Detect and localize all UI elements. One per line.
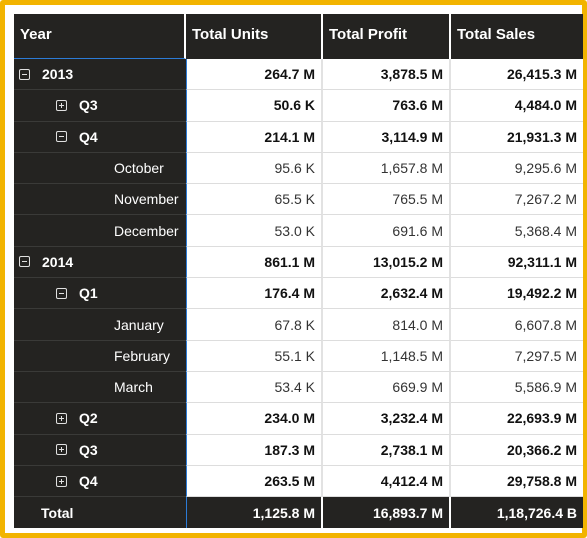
total-profit: 16,893.7 M bbox=[323, 497, 451, 529]
cell-total-sales: 5,368.4 M bbox=[451, 215, 583, 247]
row-header-2014-q1[interactable]: Q1 bbox=[14, 278, 186, 310]
expand-icon[interactable] bbox=[56, 444, 67, 456]
cell-total-units: 234.0 M bbox=[186, 403, 323, 435]
cell-total-profit: 3,114.9 M bbox=[323, 121, 451, 153]
column-header-total-profit[interactable]: Total Profit bbox=[323, 14, 451, 59]
table-row: 2013 264.7 M 3,878.5 M 26,415.3 M bbox=[14, 59, 583, 91]
cell-total-sales: 4,484.0 M bbox=[451, 90, 583, 122]
table-row: January 67.8 K 814.0 M 6,607.8 M bbox=[14, 309, 583, 341]
table-row: 2014 861.1 M 13,015.2 M 92,311.1 M bbox=[14, 246, 583, 279]
table-row: November 65.5 K 765.5 M 7,267.2 M bbox=[14, 184, 583, 216]
cell-total-sales: 22,693.9 M bbox=[451, 403, 583, 435]
row-header-2014-q2[interactable]: Q2 bbox=[14, 403, 186, 435]
header-row: Year Total Units Total Profit Total Sale… bbox=[14, 14, 583, 59]
cell-total-units: 214.1 M bbox=[186, 121, 323, 153]
cell-total-profit: 3,232.4 M bbox=[323, 403, 451, 435]
cell-total-profit: 1,657.8 M bbox=[323, 152, 451, 185]
cell-total-sales: 20,366.2 M bbox=[451, 434, 583, 466]
row-header-october[interactable]: October bbox=[14, 152, 186, 185]
table-row: Q3 50.6 K 763.6 M 4,484.0 M bbox=[14, 90, 583, 122]
table-row: Q4 214.1 M 3,114.9 M 21,931.3 M bbox=[14, 121, 583, 153]
row-label: Q2 bbox=[79, 410, 98, 427]
row-label: Q1 bbox=[79, 285, 98, 302]
cell-total-sales: 6,607.8 M bbox=[451, 309, 583, 341]
table-row: Q2 234.0 M 3,232.4 M 22,693.9 M bbox=[14, 403, 583, 435]
row-header-2014-q3[interactable]: Q3 bbox=[14, 434, 186, 466]
table-row: Q1 176.4 M 2,632.4 M 19,492.2 M bbox=[14, 278, 583, 310]
cell-total-sales: 26,415.3 M bbox=[451, 59, 583, 91]
cell-total-units: 187.3 M bbox=[186, 434, 323, 466]
row-header-2013-q4[interactable]: Q4 bbox=[14, 121, 186, 153]
total-label: Total bbox=[14, 497, 186, 529]
matrix-table: Year Total Units Total Profit Total Sale… bbox=[14, 14, 583, 529]
row-header-january[interactable]: January bbox=[14, 309, 186, 341]
column-header-total-sales[interactable]: Total Sales bbox=[451, 14, 583, 59]
cell-total-sales: 21,931.3 M bbox=[451, 121, 583, 153]
cell-total-sales: 7,267.2 M bbox=[451, 184, 583, 216]
cell-total-profit: 1,148.5 M bbox=[323, 340, 451, 372]
column-header-total-units[interactable]: Total Units bbox=[186, 14, 323, 59]
cell-total-sales: 19,492.2 M bbox=[451, 278, 583, 310]
table-row: Q3 187.3 M 2,738.1 M 20,366.2 M bbox=[14, 434, 583, 466]
row-label: 2013 bbox=[42, 66, 74, 83]
cell-total-profit: 763.6 M bbox=[323, 90, 451, 122]
row-header-november[interactable]: November bbox=[14, 184, 186, 216]
cell-total-units: 67.8 K bbox=[186, 309, 323, 341]
cell-total-profit: 814.0 M bbox=[323, 309, 451, 341]
row-header-2013-q3[interactable]: Q3 bbox=[14, 90, 186, 122]
table-row: March 53.4 K 669.9 M 5,586.9 M bbox=[14, 371, 583, 404]
cell-total-units: 264.7 M bbox=[186, 59, 323, 91]
total-units: 1,125.8 M bbox=[186, 497, 323, 529]
cell-total-units: 50.6 K bbox=[186, 90, 323, 122]
table-row: February 55.1 K 1,148.5 M 7,297.5 M bbox=[14, 340, 583, 372]
row-header-december[interactable]: December bbox=[14, 215, 186, 247]
cell-total-units: 861.1 M bbox=[186, 246, 323, 279]
row-header-2013[interactable]: 2013 bbox=[14, 59, 186, 91]
cell-total-units: 176.4 M bbox=[186, 278, 323, 310]
cell-total-profit: 13,015.2 M bbox=[323, 246, 451, 279]
total-sales: 1,18,726.4 B bbox=[451, 497, 583, 529]
cell-total-profit: 669.9 M bbox=[323, 371, 451, 404]
cell-total-units: 95.6 K bbox=[186, 152, 323, 185]
collapse-icon[interactable] bbox=[56, 287, 67, 299]
table-row: October 95.6 K 1,657.8 M 9,295.6 M bbox=[14, 152, 583, 185]
row-label: Q4 bbox=[79, 128, 98, 145]
table-row: Q4 263.5 M 4,412.4 M 29,758.8 M bbox=[14, 465, 583, 498]
cell-total-sales: 7,297.5 M bbox=[451, 340, 583, 372]
expand-icon[interactable] bbox=[56, 99, 67, 111]
row-label: Q3 bbox=[79, 441, 98, 458]
cell-total-profit: 4,412.4 M bbox=[323, 465, 451, 498]
cell-total-units: 263.5 M bbox=[186, 465, 323, 498]
row-header-2014-q4[interactable]: Q4 bbox=[14, 465, 186, 498]
cell-total-units: 55.1 K bbox=[186, 340, 323, 372]
expand-icon[interactable] bbox=[56, 475, 67, 487]
table-row: December 53.0 K 691.6 M 5,368.4 M bbox=[14, 215, 583, 247]
cell-total-sales: 29,758.8 M bbox=[451, 465, 583, 498]
cell-total-sales: 5,586.9 M bbox=[451, 371, 583, 404]
cell-total-sales: 9,295.6 M bbox=[451, 152, 583, 185]
row-header-march[interactable]: March bbox=[14, 371, 186, 404]
row-label: 2014 bbox=[42, 253, 74, 270]
cell-total-profit: 3,878.5 M bbox=[323, 59, 451, 91]
cell-total-profit: 2,738.1 M bbox=[323, 434, 451, 466]
row-header-february[interactable]: February bbox=[14, 340, 186, 372]
cell-total-units: 65.5 K bbox=[186, 184, 323, 216]
expand-icon[interactable] bbox=[56, 412, 67, 424]
collapse-icon[interactable] bbox=[19, 68, 30, 80]
row-label: Q3 bbox=[79, 97, 98, 114]
cell-total-units: 53.4 K bbox=[186, 371, 323, 404]
cell-total-profit: 765.5 M bbox=[323, 184, 451, 216]
cell-total-profit: 2,632.4 M bbox=[323, 278, 451, 310]
collapse-icon[interactable] bbox=[19, 256, 30, 268]
collapse-icon[interactable] bbox=[56, 131, 67, 143]
column-header-year[interactable]: Year bbox=[14, 14, 186, 59]
cell-total-units: 53.0 K bbox=[186, 215, 323, 247]
cell-total-profit: 691.6 M bbox=[323, 215, 451, 247]
cell-total-sales: 92,311.1 M bbox=[451, 246, 583, 279]
row-label: Q4 bbox=[79, 473, 98, 489]
total-row: Total 1,125.8 M 16,893.7 M 1,18,726.4 B bbox=[14, 497, 583, 529]
row-header-2014[interactable]: 2014 bbox=[14, 246, 186, 279]
